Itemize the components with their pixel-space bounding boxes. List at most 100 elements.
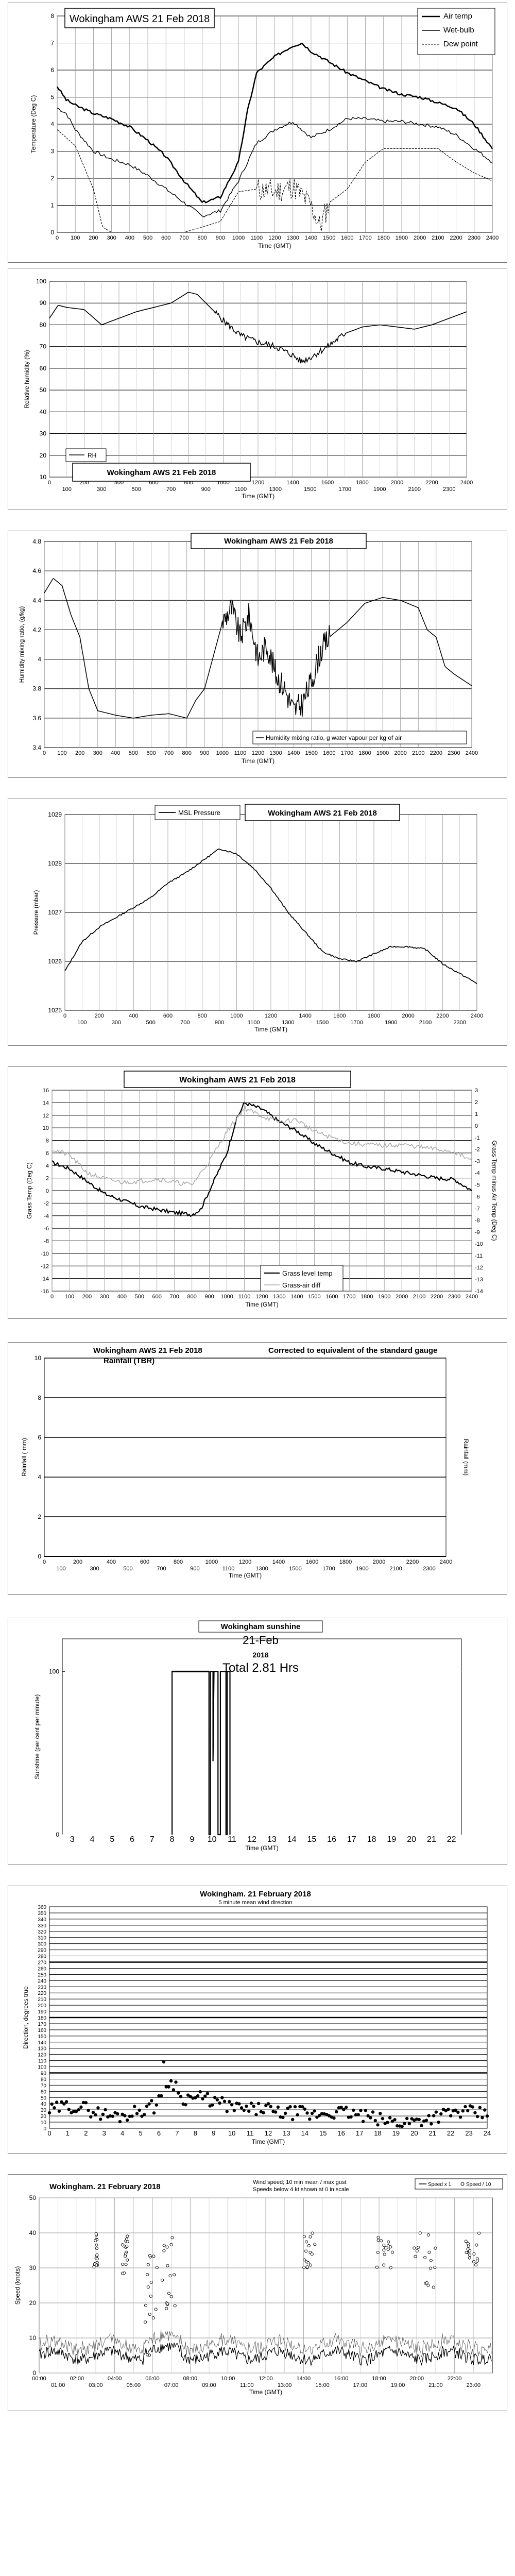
data-point-direction bbox=[361, 2120, 365, 2123]
x-tick-label: 3 bbox=[102, 2129, 106, 2137]
data-point-direction bbox=[286, 2106, 289, 2110]
y2-tick-label: -8 bbox=[475, 1217, 480, 1224]
data-point-gust bbox=[307, 2244, 311, 2247]
data-point-gust bbox=[432, 2285, 435, 2289]
y-tick-label: 0 bbox=[43, 2126, 46, 2132]
data-point-direction bbox=[230, 2103, 234, 2107]
chart-subtitle: 21-Feb bbox=[243, 1634, 279, 1647]
x-tick-label: 1500 bbox=[305, 750, 318, 756]
data-point-direction bbox=[228, 2100, 231, 2104]
x-tick-label: 2100 bbox=[419, 1020, 432, 1026]
x-tick-label: 12 bbox=[247, 1835, 256, 1844]
y-tick-label: 100 bbox=[49, 1668, 59, 1675]
data-point-direction bbox=[142, 2113, 146, 2116]
data-point-direction bbox=[310, 2111, 314, 2115]
y-tick-label: 40 bbox=[41, 2102, 47, 2107]
x-tick-label: 22 bbox=[447, 2129, 454, 2137]
x-tick-label: 23 bbox=[465, 2129, 472, 2137]
data-point-gust bbox=[467, 2244, 470, 2248]
y-tick-label: 12 bbox=[43, 1113, 49, 1119]
x-tick-label: 700 bbox=[170, 1294, 179, 1300]
x-tick-label: 1400 bbox=[290, 1294, 303, 1300]
data-point-gust bbox=[155, 2266, 159, 2269]
chart-title: Wokingham AWS 21 Feb 2018 bbox=[268, 809, 377, 818]
data-point-gust bbox=[477, 2231, 481, 2235]
data-point-direction bbox=[116, 2112, 119, 2116]
x-tick-label: 19 bbox=[387, 1835, 396, 1844]
data-point-direction bbox=[104, 2108, 107, 2112]
data-point-gust bbox=[166, 2302, 169, 2306]
x-tick-label: 4 bbox=[121, 2129, 124, 2137]
x-tick-label: 1800 bbox=[360, 1294, 373, 1300]
data-point-gust bbox=[468, 2256, 471, 2260]
data-point-gust bbox=[162, 2244, 166, 2247]
data-point-direction bbox=[427, 2114, 431, 2117]
y-tick-label: -12 bbox=[41, 1263, 49, 1269]
x-tick-label: 900 bbox=[200, 750, 209, 756]
x-tick-label: 22 bbox=[447, 1835, 456, 1844]
data-point-gust bbox=[165, 2245, 169, 2249]
legend bbox=[154, 805, 241, 820]
plot-area bbox=[44, 1358, 447, 1557]
y-tick-label: -4 bbox=[44, 1213, 49, 1219]
data-point-gust bbox=[387, 2240, 390, 2244]
y-tick-label: 1028 bbox=[48, 860, 62, 867]
x-tick-label: 1500 bbox=[304, 486, 316, 493]
y-tick-label: 4 bbox=[50, 121, 54, 128]
x-tick-label: 1200 bbox=[252, 750, 264, 756]
y2-tick-label: -7 bbox=[475, 1206, 480, 1212]
x-tick-label: 2300 bbox=[448, 750, 460, 756]
data-point-gust bbox=[474, 2263, 478, 2267]
x-tick-label: 2200 bbox=[430, 750, 442, 756]
data-point-gust bbox=[417, 2246, 420, 2249]
data-point-direction bbox=[232, 2109, 236, 2112]
data-point-gust bbox=[95, 2247, 99, 2250]
x-tick-label: 16 bbox=[337, 2129, 345, 2137]
x-tick-label: 2200 bbox=[450, 235, 462, 241]
y-tick-label: 100 bbox=[36, 278, 46, 285]
y-tick-label: 60 bbox=[41, 2089, 47, 2095]
data-point-direction bbox=[62, 2102, 66, 2106]
series-area-sunshine bbox=[171, 1671, 231, 1836]
data-point-direction bbox=[420, 2124, 423, 2127]
x-tick-label: 2300 bbox=[453, 1020, 466, 1026]
data-point-direction bbox=[140, 2114, 144, 2118]
data-point-direction bbox=[300, 2105, 304, 2109]
data-point-direction bbox=[123, 2114, 127, 2117]
y-tick-label: 10 bbox=[40, 473, 47, 481]
y-tick-label: 8 bbox=[46, 1138, 49, 1144]
data-point-direction bbox=[118, 2120, 122, 2124]
wind-direction-chart-panel: 0 10 20 30 40 50 60 70 80 90 100 110 120 130 140 150 160… bbox=[8, 1886, 507, 2154]
data-point-direction bbox=[150, 2099, 153, 2103]
x-tick-label: 19:00 bbox=[391, 2382, 405, 2388]
data-point-gust bbox=[124, 2255, 127, 2258]
data-point-direction bbox=[407, 2122, 411, 2126]
data-point-direction bbox=[220, 2096, 224, 2099]
y-tick-label: 250 bbox=[38, 1972, 46, 1978]
data-point-gust bbox=[121, 2272, 125, 2275]
chart-subtitle: 5 minute mean wind direction bbox=[218, 1900, 292, 1906]
y-axis-label: Relative humidity (%) bbox=[23, 350, 30, 408]
x-tick-label: 1400 bbox=[299, 1013, 311, 1019]
x-tick-label: 400 bbox=[125, 235, 134, 241]
temperature-chart-panel: 0 1 2 3 4 5 6 7 8 0 100 200 300 400 500 600 700 800 900 100… bbox=[8, 3, 507, 263]
x-tick-label: 1900 bbox=[356, 1566, 368, 1572]
y2-axis-label: Rainfall (mm) bbox=[462, 1439, 470, 1476]
x-tick-label: 2300 bbox=[423, 1566, 435, 1572]
data-point-direction bbox=[379, 2112, 382, 2115]
x-tick-label: 1100 bbox=[234, 750, 247, 756]
data-point-gust bbox=[375, 2265, 379, 2269]
mixing-ratio-chart: 3.4 3.6 3.8 4 4.2 4.4 4.6 4.8 0 100 200 300 400 500 60… bbox=[18, 533, 478, 765]
y-tick-label: 40 bbox=[40, 408, 47, 415]
x-tick-label: 2400 bbox=[466, 1294, 478, 1300]
data-point-gust bbox=[465, 2250, 468, 2255]
y-tick-label: 220 bbox=[38, 1991, 46, 1996]
x-axis-label: Time (GMT) bbox=[249, 2388, 282, 2396]
y2-tick-label: -2 bbox=[475, 1147, 480, 1153]
data-point-direction bbox=[218, 2101, 221, 2105]
chart-title: Wokingham AWS 21 Feb 2018 bbox=[224, 537, 333, 546]
data-point-gust bbox=[376, 2250, 380, 2255]
data-point-direction bbox=[213, 2096, 217, 2099]
y-tick-label: 290 bbox=[38, 1948, 46, 1954]
